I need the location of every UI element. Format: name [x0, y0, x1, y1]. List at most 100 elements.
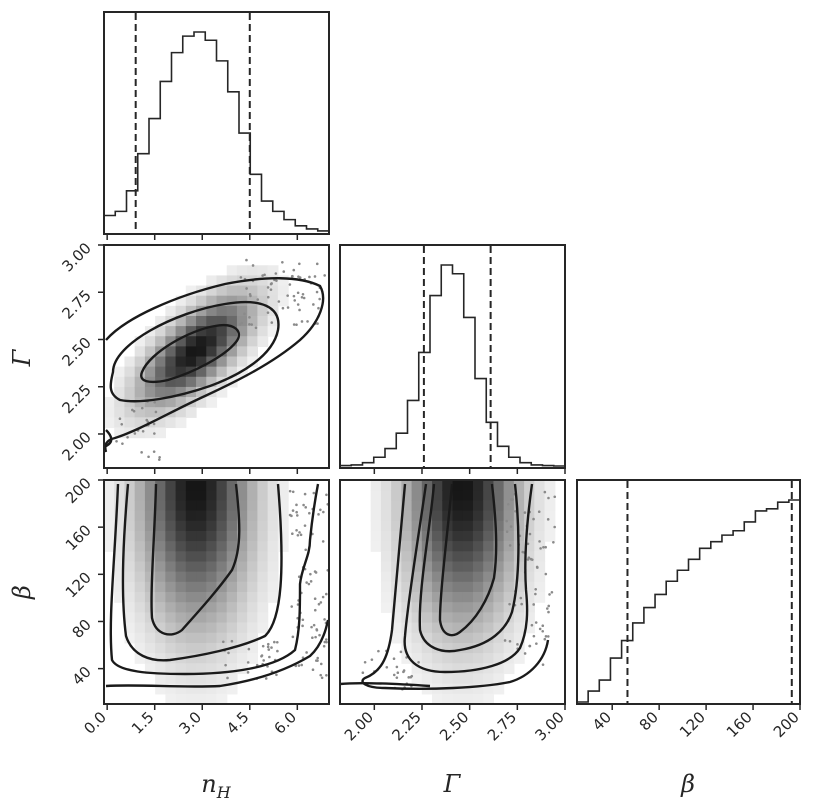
density-cell [196, 541, 207, 552]
density-cell [216, 346, 228, 358]
density-cell [175, 673, 187, 685]
density-cell [226, 346, 238, 358]
x-tick-label-Gamma: 2.50 [436, 708, 472, 744]
density-cell [391, 530, 402, 542]
outlier-point [121, 442, 124, 445]
outlier-point [503, 639, 507, 642]
outlier-point [505, 519, 508, 523]
density-cell [247, 315, 259, 327]
density-cell [226, 653, 238, 664]
density-cell [144, 581, 156, 593]
density-cell [226, 510, 238, 522]
density-cell [442, 561, 454, 573]
density-cell [155, 356, 166, 368]
density-cell [483, 541, 495, 552]
outlier-point [286, 306, 290, 309]
density-cell [452, 622, 464, 634]
density-cell [216, 275, 228, 287]
outlier-point [319, 508, 322, 512]
panel-frame-nH-beta [103, 479, 330, 705]
density-cell [216, 480, 228, 491]
density-cell [165, 500, 177, 512]
density-cell [236, 356, 248, 368]
outlier-point [309, 580, 313, 583]
density-cell [267, 500, 279, 512]
density-cell [185, 551, 197, 563]
density-cell [144, 356, 156, 368]
outlier-point [319, 601, 323, 604]
density-layer [104, 258, 557, 705]
density-cell [483, 571, 495, 583]
density-cell [206, 653, 218, 664]
density-cell [226, 632, 238, 644]
outlier-point [302, 296, 306, 300]
density-cell [124, 500, 136, 512]
density-cell [206, 510, 218, 522]
density-cell [442, 663, 454, 675]
density-cell [257, 490, 269, 501]
y-axis-label-beta: β [8, 585, 36, 600]
density-cell [513, 592, 525, 603]
x-tick-label-beta: 80 [636, 708, 662, 734]
density-cell [144, 602, 156, 613]
density-cell [165, 510, 177, 522]
outlier-point [301, 292, 305, 296]
density-cell [257, 622, 269, 634]
density-cell [236, 520, 248, 532]
density-cell [257, 265, 269, 277]
outlier-point [303, 492, 307, 496]
outlier-point [262, 659, 265, 662]
density-cell [206, 541, 218, 552]
panel-frame-Gamma-Gamma [339, 244, 566, 469]
outlier-point [548, 593, 551, 596]
density-cell [503, 622, 515, 634]
x-tick-label-nH: 0.0 [80, 708, 110, 738]
density-cell [216, 693, 228, 705]
outlier-point [243, 312, 246, 316]
density-cell [144, 500, 156, 512]
density-cell [401, 480, 413, 491]
outlier-point [266, 311, 270, 314]
density-cell [432, 480, 443, 491]
density-cell [226, 673, 238, 685]
density-cell [175, 417, 187, 429]
density-cell [247, 480, 259, 491]
outlier-point [532, 634, 536, 638]
x-tick-label-nH: 4.5 [223, 708, 253, 738]
density-cell [196, 642, 207, 654]
density-cell [165, 530, 177, 542]
outlier-point [315, 628, 318, 631]
density-cell [493, 642, 505, 654]
density-cell [226, 285, 238, 297]
density-cell [124, 541, 136, 552]
density-cell [462, 520, 474, 532]
density-cell [155, 366, 166, 378]
outlier-point [535, 565, 539, 569]
outlier-point [311, 636, 314, 640]
density-cell [452, 500, 464, 512]
density-cell [144, 366, 156, 378]
density-cell [257, 520, 269, 532]
contour-line-3 [105, 429, 113, 448]
density-cell [114, 386, 126, 398]
density-cell [175, 541, 187, 552]
density-cell [421, 480, 433, 491]
density-cell [247, 551, 259, 563]
outlier-point [308, 511, 311, 515]
outlier-point [310, 625, 313, 629]
density-cell [206, 551, 218, 563]
outlier-point [295, 514, 299, 517]
density-cell [114, 520, 126, 532]
density-cell [114, 571, 126, 583]
outlier-point [239, 276, 243, 279]
outlier-point [269, 288, 273, 291]
density-cell [442, 653, 454, 664]
density-cell [175, 693, 187, 705]
outlier-point [322, 644, 326, 648]
density-cell [247, 612, 259, 624]
density-cell [493, 490, 505, 501]
outlier-point [254, 326, 258, 330]
density-cell [216, 642, 228, 654]
density-cell [534, 520, 546, 532]
